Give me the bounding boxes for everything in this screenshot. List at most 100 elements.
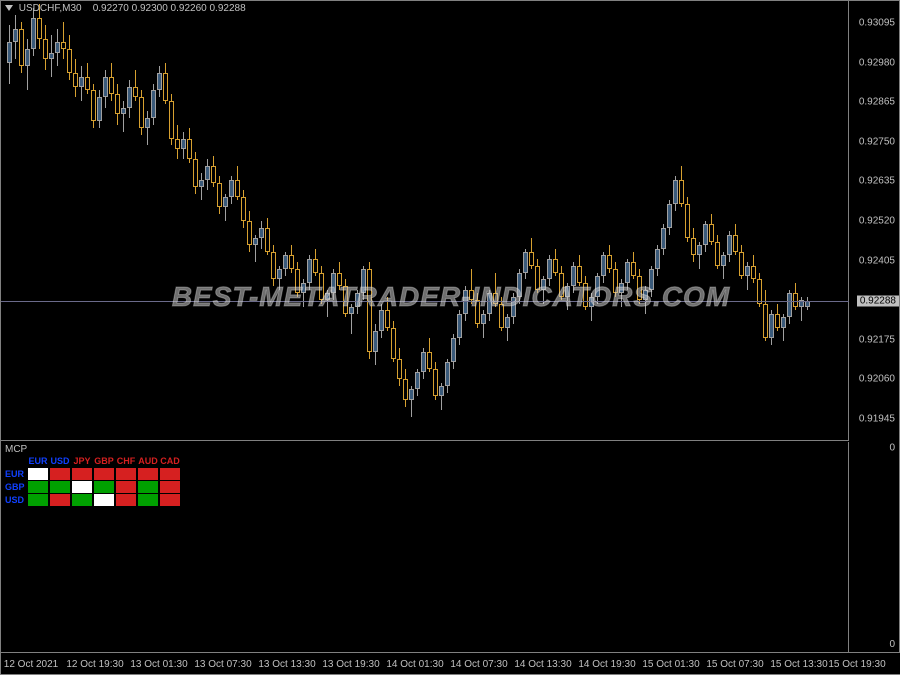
candle bbox=[193, 1, 198, 441]
xtick-label: 13 Oct 01:30 bbox=[130, 659, 187, 670]
candle bbox=[151, 1, 156, 441]
xtick-label: 12 Oct 2021 bbox=[4, 659, 58, 670]
candle bbox=[283, 1, 288, 441]
candle bbox=[91, 1, 96, 441]
ytick-label: 0.92405 bbox=[859, 255, 895, 266]
candle bbox=[319, 1, 324, 441]
candle bbox=[523, 1, 528, 441]
indicator-cell bbox=[160, 494, 180, 506]
time-xaxis: 12 Oct 202112 Oct 19:3013 Oct 01:3013 Oc… bbox=[1, 652, 900, 674]
candle bbox=[355, 1, 360, 441]
indicator-cell bbox=[72, 494, 92, 506]
candle bbox=[7, 1, 12, 441]
price-yaxis: 0.930950.929800.928650.927500.926350.925… bbox=[848, 1, 899, 441]
candle bbox=[37, 1, 42, 441]
candle bbox=[265, 1, 270, 441]
xtick-label: 14 Oct 19:30 bbox=[578, 659, 635, 670]
xtick-label: 13 Oct 07:30 bbox=[194, 659, 251, 670]
candle bbox=[685, 1, 690, 441]
candle bbox=[181, 1, 186, 441]
candle bbox=[499, 1, 504, 441]
candle bbox=[73, 1, 78, 441]
indicator-cell bbox=[138, 468, 158, 480]
indicator-col-header: USD bbox=[49, 456, 71, 466]
candle bbox=[769, 1, 774, 441]
indicator-cell bbox=[138, 494, 158, 506]
candle bbox=[49, 1, 54, 441]
candle bbox=[127, 1, 132, 441]
candle bbox=[289, 1, 294, 441]
candle bbox=[445, 1, 450, 441]
candle bbox=[715, 1, 720, 441]
candle bbox=[505, 1, 510, 441]
indicator-col-header: JPY bbox=[71, 456, 93, 466]
candle bbox=[121, 1, 126, 441]
candle bbox=[631, 1, 636, 441]
candle bbox=[25, 1, 30, 441]
candle bbox=[805, 1, 810, 441]
candle bbox=[79, 1, 84, 441]
candle bbox=[697, 1, 702, 441]
ytick-label: 0.93095 bbox=[859, 18, 895, 29]
xtick-label: 13 Oct 13:30 bbox=[258, 659, 315, 670]
current-price-tag: 0.92288 bbox=[857, 295, 899, 306]
symbol-label: USDCHF,M30 bbox=[19, 3, 82, 14]
dropdown-icon[interactable] bbox=[5, 5, 13, 11]
price-chart[interactable] bbox=[1, 1, 849, 441]
candle bbox=[211, 1, 216, 441]
candle bbox=[649, 1, 654, 441]
current-price-line bbox=[1, 301, 849, 302]
candle bbox=[373, 1, 378, 441]
candle bbox=[301, 1, 306, 441]
candle bbox=[223, 1, 228, 441]
indicator-cell bbox=[94, 481, 114, 493]
ytick-label: 0.92175 bbox=[859, 334, 895, 345]
candle bbox=[469, 1, 474, 441]
candle bbox=[727, 1, 732, 441]
xtick-label: 13 Oct 19:30 bbox=[322, 659, 379, 670]
candle bbox=[391, 1, 396, 441]
ytick-label: 0.92980 bbox=[859, 57, 895, 68]
candle bbox=[349, 1, 354, 441]
candle bbox=[571, 1, 576, 441]
indicator-panel[interactable]: MCP EURUSDJPYGBPCHFAUDCADEURGBPUSD bbox=[1, 442, 849, 652]
candle bbox=[163, 1, 168, 441]
indicator-row-label: EUR bbox=[5, 469, 27, 479]
candle bbox=[205, 1, 210, 441]
indicator-cell bbox=[160, 481, 180, 493]
candle bbox=[577, 1, 582, 441]
candle bbox=[793, 1, 798, 441]
candle bbox=[19, 1, 24, 441]
candle bbox=[613, 1, 618, 441]
candle bbox=[307, 1, 312, 441]
candle bbox=[745, 1, 750, 441]
ohlc-label: 0.92270 0.92300 0.92260 0.92288 bbox=[93, 3, 246, 14]
xtick-label: 14 Oct 07:30 bbox=[450, 659, 507, 670]
candle bbox=[607, 1, 612, 441]
indicator-row-label: USD bbox=[5, 495, 27, 505]
candle bbox=[397, 1, 402, 441]
candle bbox=[493, 1, 498, 441]
candle bbox=[199, 1, 204, 441]
candle bbox=[103, 1, 108, 441]
candle bbox=[511, 1, 516, 441]
candle bbox=[187, 1, 192, 441]
candle bbox=[703, 1, 708, 441]
candle bbox=[31, 1, 36, 441]
indicator-cell bbox=[116, 481, 136, 493]
candle bbox=[271, 1, 276, 441]
candle bbox=[139, 1, 144, 441]
candle bbox=[259, 1, 264, 441]
candle bbox=[379, 1, 384, 441]
candle bbox=[691, 1, 696, 441]
indicator-col-header: AUD bbox=[137, 456, 159, 466]
candle bbox=[451, 1, 456, 441]
candle bbox=[739, 1, 744, 441]
candle bbox=[655, 1, 660, 441]
candle bbox=[565, 1, 570, 441]
ytick-label: 0.92060 bbox=[859, 374, 895, 385]
candle bbox=[343, 1, 348, 441]
chart-window: USDCHF,M30 0.92270 0.92300 0.92260 0.922… bbox=[0, 0, 900, 675]
candle bbox=[367, 1, 372, 441]
candle bbox=[589, 1, 594, 441]
